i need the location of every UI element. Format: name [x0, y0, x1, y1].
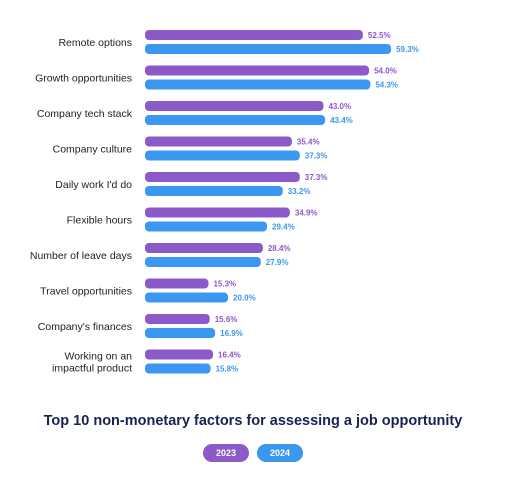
bar-2023-company-tech-stack — [145, 101, 324, 111]
bar-2024-company-tech-stack — [145, 115, 326, 125]
category-label-flexible-hours: Flexible hours — [67, 215, 132, 227]
value-label-2024-company-culture: 37.3% — [305, 152, 328, 161]
value-label-2023-company-tech-stack: 43.0% — [328, 102, 351, 111]
bar-chart: Remote options 52.5% 59.3% Growth opportuni… — [30, 30, 419, 375]
bar-2023-flexible-hours — [145, 207, 290, 218]
category-label-working-on-an-impactful-product: Working on an impactful product — [52, 351, 132, 375]
bar-2024-company-s-finances — [145, 328, 216, 338]
value-label-2023-travel-opportunities: 15.3% — [213, 280, 236, 289]
bar-2023-daily-work-i-d-do — [145, 172, 300, 182]
bar-2023-travel-opportunities — [145, 278, 209, 289]
legend-item-2024: 2024 — [257, 444, 303, 462]
bar-2023-growth-opportunities — [145, 65, 370, 76]
bar-2023-working-on-an-impactful-product — [145, 349, 214, 360]
bar-2023-number-of-leave-days — [145, 243, 263, 253]
value-label-2024-flexible-hours: 29.4% — [272, 223, 295, 232]
value-label-2023-flexible-hours: 34.9% — [295, 209, 318, 218]
bar-2024-company-culture — [145, 150, 300, 161]
value-label-2023-growth-opportunities: 54.0% — [374, 67, 397, 76]
bar-2024-working-on-an-impactful-product — [145, 363, 211, 374]
bar-2024-flexible-hours — [145, 221, 268, 232]
category-label-remote-options: Remote options — [58, 37, 132, 49]
bar-2023-company-s-finances — [145, 314, 210, 324]
legend-item-2023: 2023 — [203, 444, 249, 462]
category-label-growth-opportunities: Growth opportunities — [35, 73, 132, 85]
category-label-company-culture: Company culture — [53, 144, 133, 156]
value-label-2024-working-on-an-impactful-product: 15.8% — [216, 365, 239, 374]
value-label-2024-remote-options: 59.3% — [396, 45, 419, 54]
category-label-travel-opportunities: Travel opportunities — [40, 286, 132, 298]
value-label-2024-company-s-finances: 16.9% — [220, 329, 243, 338]
value-label-2024-number-of-leave-days: 27.9% — [266, 258, 289, 267]
category-label-number-of-leave-days: Number of leave days — [30, 250, 132, 262]
category-label-daily-work-i-d-do: Daily work I'd do — [55, 179, 132, 191]
value-label-2023-company-culture: 35.4% — [297, 138, 320, 147]
value-label-2023-number-of-leave-days: 28.4% — [268, 244, 291, 253]
value-label-2024-company-tech-stack: 43.4% — [330, 116, 353, 125]
bar-2024-travel-opportunities — [145, 292, 228, 303]
bar-2024-remote-options — [145, 44, 392, 54]
chart-legend: 2023 2024 — [0, 444, 506, 462]
value-label-2024-travel-opportunities: 20.0% — [233, 294, 256, 303]
bar-2024-number-of-leave-days — [145, 257, 261, 267]
chart-title: Top 10 non-monetary factors for assessin… — [43, 413, 463, 429]
bar-2023-company-culture — [145, 136, 292, 147]
value-label-2024-daily-work-i-d-do: 33.2% — [288, 187, 311, 196]
value-label-2024-growth-opportunities: 54.3% — [375, 81, 398, 90]
bar-2024-growth-opportunities — [145, 79, 371, 90]
value-label-2023-working-on-an-impactful-product: 16.4% — [218, 351, 241, 360]
category-label-company-s-finances: Company's finances — [38, 321, 132, 333]
value-label-2023-daily-work-i-d-do: 37.3% — [305, 173, 328, 182]
value-label-2023-remote-options: 52.5% — [368, 31, 391, 40]
value-label-2023-company-s-finances: 15.6% — [215, 315, 238, 324]
bar-2023-remote-options — [145, 30, 363, 40]
bar-2024-daily-work-i-d-do — [145, 186, 283, 196]
category-label-company-tech-stack: Company tech stack — [37, 108, 133, 120]
